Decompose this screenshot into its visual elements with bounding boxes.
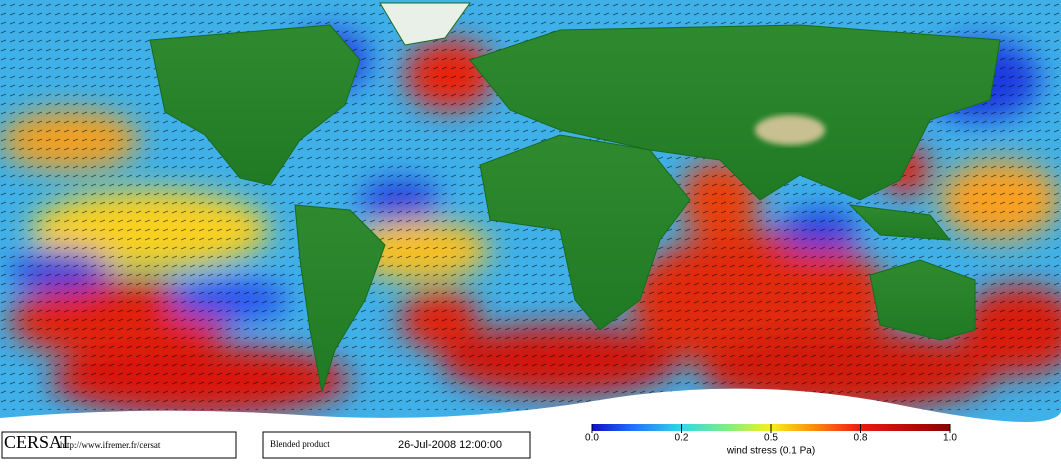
product-box <box>262 431 531 459</box>
colorbar-tick-label: 0.0 <box>585 433 599 444</box>
colorbar-tick-label: 0.2 <box>675 433 689 444</box>
colorbar-tick-label: 0.8 <box>854 433 868 444</box>
logo-box <box>1 431 237 459</box>
colorbar-tick-label: 1.0 <box>943 433 957 444</box>
colorbar-tick-label: 0.5 <box>764 433 778 444</box>
date: 26-Jul-2008 12:00:00 <box>398 439 502 451</box>
url: http://www.ifremer.fr/cersat <box>60 440 161 450</box>
logo: CERSAT <box>4 432 71 452</box>
product: Blended product <box>270 439 330 449</box>
land <box>149 2 1001 393</box>
antarctica <box>0 388 1061 432</box>
colorbar-label: wind stress (0.1 Pa) <box>726 446 815 457</box>
